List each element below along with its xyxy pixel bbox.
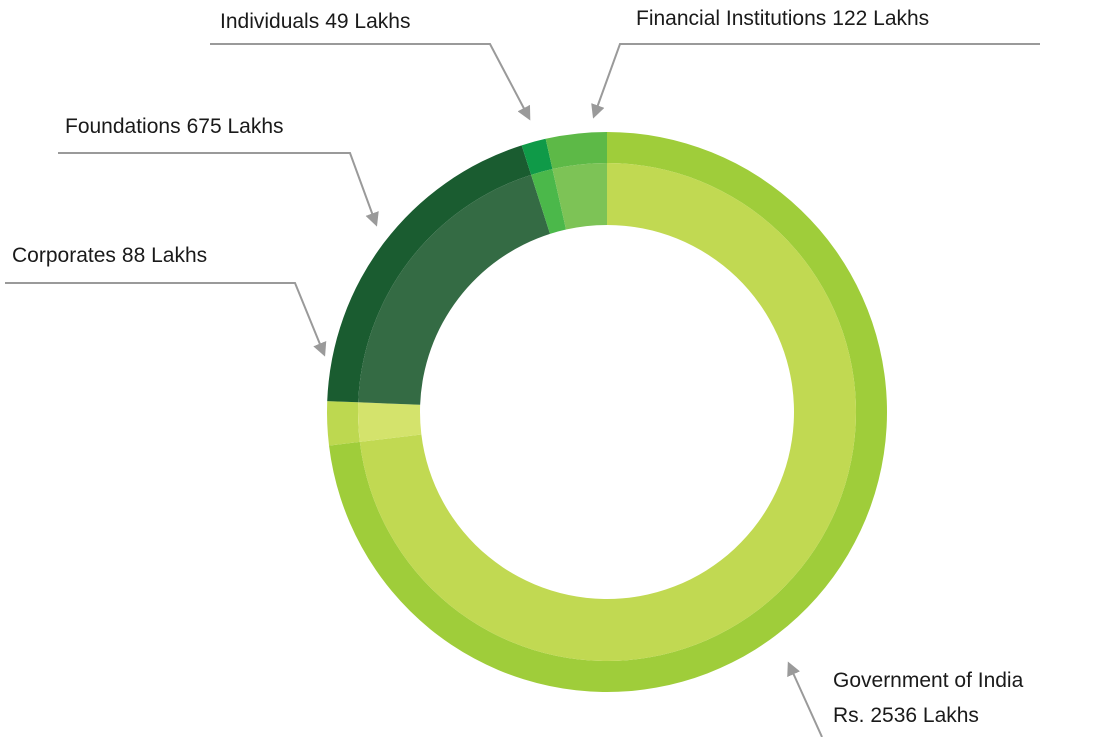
leader-line	[591, 43, 1040, 119]
category-name: Financial Institutions	[636, 7, 826, 30]
slice-inner	[358, 174, 551, 405]
slice-outer	[521, 138, 553, 175]
category-name: Corporates	[12, 244, 116, 267]
labels: Government of India Rs. 2536 Lakhs Corpora…	[12, 7, 1024, 727]
slice-label: Foundations 675 Lakhs	[65, 115, 284, 138]
value-label: 88 Lakhs	[122, 244, 207, 267]
leader-line	[5, 282, 327, 357]
slice-label: Individuals 49 Lakhs	[220, 10, 410, 33]
donut	[326, 132, 887, 692]
leader-lines	[5, 43, 1040, 737]
slice-outer	[327, 145, 532, 403]
category-name: Foundations	[65, 115, 181, 138]
slice-inner	[552, 163, 607, 230]
value-label: 49 Lakhs	[325, 10, 410, 33]
slice-outer	[326, 401, 360, 446]
slice-label: Financial Institutions 122 Lakhs	[636, 7, 929, 30]
slice-inner	[358, 402, 422, 442]
value-label: 675 Lakhs	[187, 115, 284, 138]
slice-outer	[545, 132, 607, 170]
leader-line	[787, 661, 823, 737]
category-name: Individuals	[220, 10, 319, 33]
slice-inner	[531, 169, 567, 234]
value-label: 122 Lakhs	[832, 7, 929, 30]
leader-line	[210, 43, 531, 121]
slice-label: Government of India Rs. 2536 Lakhs	[833, 669, 1024, 727]
leader-line	[58, 152, 379, 227]
value-label: Rs. 2536 Lakhs	[833, 704, 979, 727]
category-name: Government of India	[833, 669, 1024, 692]
slice-label: Corporates 88 Lakhs	[12, 244, 207, 267]
